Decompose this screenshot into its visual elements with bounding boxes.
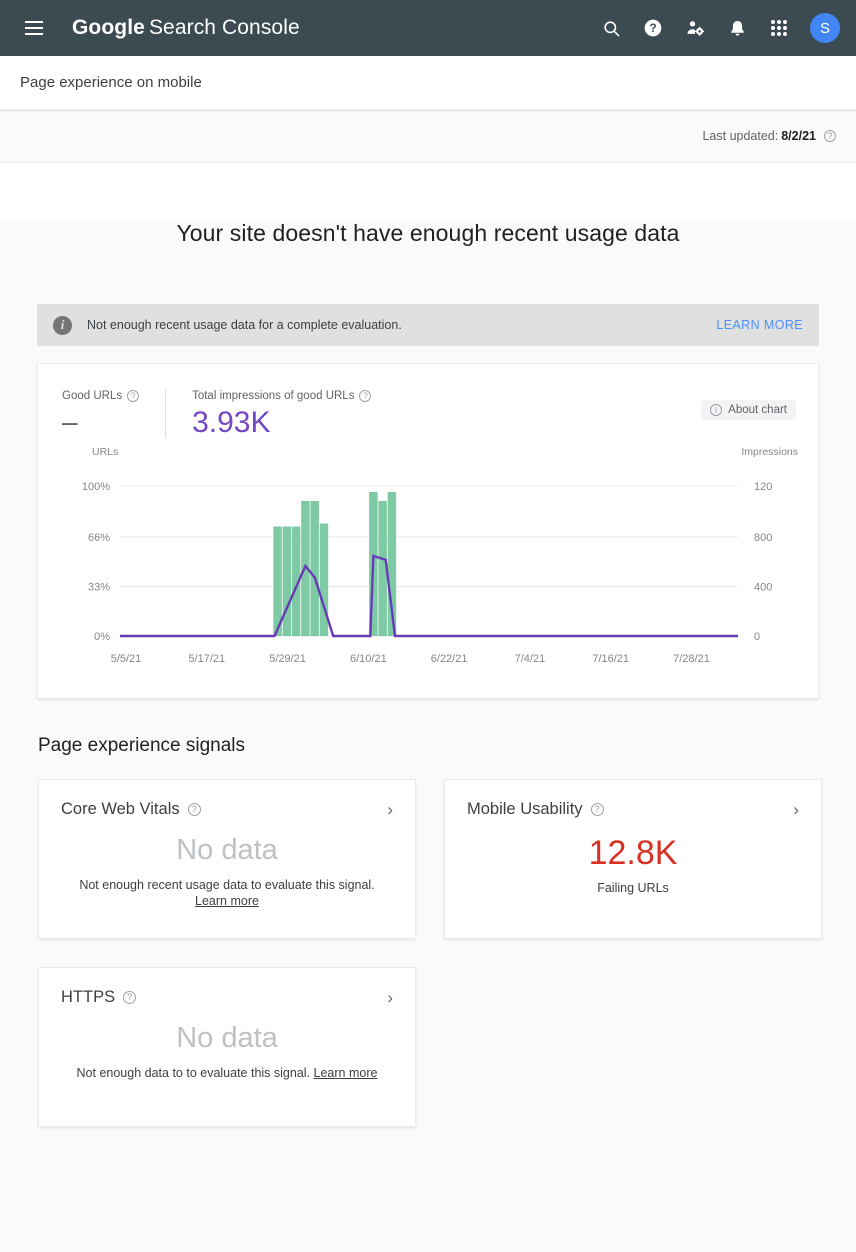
y-axis-right-tick: 0 xyxy=(754,631,760,643)
chevron-right-icon[interactable]: › xyxy=(387,800,393,819)
signal-subtext: Not enough recent usage data to evaluate… xyxy=(79,877,375,892)
metric-total-impressions[interactable]: Total impressions of good URLs ? 3.93K xyxy=(165,390,397,438)
chart-svg-host: 0% 0 33% 400 66% 800 100% 120 5/5/21 5/17/21 5/29/… xyxy=(38,464,818,698)
signal-value-nodata: No data xyxy=(176,834,278,866)
signal-card-header: Core Web Vitals? › xyxy=(61,800,393,819)
about-chart-label: About chart xyxy=(728,404,787,416)
signal-value-nodata: No data xyxy=(176,1022,278,1054)
learn-more-link[interactable]: Learn more xyxy=(313,1065,378,1080)
last-updated-value: 8/2/21 xyxy=(781,129,816,143)
help-outline-icon[interactable]: ? xyxy=(187,803,201,816)
signal-card[interactable]: Mobile Usability? › 12.8K Failing URLs xyxy=(444,779,822,939)
info-icon: i xyxy=(53,315,72,335)
brand-title: Google Search Console xyxy=(72,16,300,40)
last-updated-bar: Last updated: 8/2/21 ? xyxy=(0,110,856,163)
x-axis-tick: 5/29/21 xyxy=(269,653,306,665)
signal-card-body: 12.8K Failing URLs xyxy=(467,834,799,896)
metric-total-impressions-value: 3.93K xyxy=(192,406,271,439)
signals-section-title: Page experience signals xyxy=(38,735,246,756)
metric-total-impressions-label: Total impressions of good URLs xyxy=(192,390,355,402)
avatar[interactable]: S xyxy=(810,13,840,43)
help-icon[interactable]: ? xyxy=(636,11,670,45)
metric-good-urls-value: – xyxy=(62,406,78,437)
learn-more-link[interactable]: Learn more xyxy=(195,893,259,908)
signal-card-title: HTTPS xyxy=(61,988,116,1006)
headline: Your site doesn't have enough recent usa… xyxy=(176,220,680,246)
signal-subtext: Not enough data to to evaluate this sign… xyxy=(61,1066,393,1080)
y-axis-right-tick: 120 xyxy=(754,481,772,493)
appbar-icons: ? S xyxy=(594,11,840,45)
info-banner-text: Not enough recent usage data for a compl… xyxy=(87,318,402,332)
x-axis-tick: 5/5/21 xyxy=(111,653,142,665)
app-bar: Google Search Console ? S xyxy=(0,0,856,56)
chart-metrics: Good URLs ? – Total impressions of good … xyxy=(38,364,818,438)
chart-plot-area: URLs Impressions 0% 0 33% 400 66% 800 100% 120 5… xyxy=(38,446,818,698)
learn-more-link-wrap: Learn more xyxy=(61,894,393,908)
learn-more-link[interactable]: LEARN MORE xyxy=(716,318,803,332)
signal-card-header: HTTPS? › xyxy=(61,988,393,1007)
chart-svg: 0% 0 33% 400 66% 800 100% 120 5/5/21 5/17/21 5/29/… xyxy=(82,481,773,665)
y-axis-left-tick: 100% xyxy=(82,481,110,493)
brand-product: Search Console xyxy=(148,16,300,39)
chart-bar xyxy=(319,523,329,636)
y-axis-right-tick: 800 xyxy=(754,532,772,544)
signals-grid: Core Web Vitals? › No data Not enough recen… xyxy=(38,779,848,1127)
hamburger-menu-icon[interactable] xyxy=(16,10,52,46)
notifications-bell-icon[interactable] xyxy=(720,11,754,45)
apps-grid-icon[interactable] xyxy=(762,11,796,45)
chevron-right-icon[interactable]: › xyxy=(793,800,799,819)
chart-bar xyxy=(310,501,319,636)
chart-bar xyxy=(282,526,292,636)
signal-card[interactable]: HTTPS? › No data Not enough data to to eval… xyxy=(38,967,416,1127)
y-axis-left-tick: 66% xyxy=(88,532,110,544)
svg-text:?: ? xyxy=(649,22,656,35)
signal-card-body: No data Not enough data to to evaluate th… xyxy=(61,1022,393,1080)
y-axis-left-tick: 0% xyxy=(94,631,110,643)
x-axis-tick: 5/17/21 xyxy=(188,653,225,665)
main-content: Your site doesn't have enough recent usa… xyxy=(0,220,856,1252)
page-title: Page experience on mobile xyxy=(20,74,202,91)
about-chart-button[interactable]: i About chart xyxy=(701,400,796,420)
chart-bar xyxy=(291,526,301,636)
x-axis-tick: 7/28/21 xyxy=(673,653,710,665)
metric-good-urls-label: Good URLs xyxy=(62,390,123,402)
x-axis-tick: 6/22/21 xyxy=(431,653,468,665)
y-axis-left-tick: 33% xyxy=(88,582,110,594)
chart-card: Good URLs ? – Total impressions of good … xyxy=(37,363,819,699)
x-axis-tick: 7/4/21 xyxy=(515,653,546,665)
help-outline-icon[interactable]: ? xyxy=(359,390,372,402)
search-icon[interactable] xyxy=(594,11,628,45)
page-title-bar: Page experience on mobile xyxy=(0,56,856,110)
x-axis-tick: 7/16/21 xyxy=(592,653,629,665)
chart-line xyxy=(120,554,738,638)
signal-card-title: Core Web Vitals xyxy=(61,800,180,818)
brand-google: Google xyxy=(72,16,145,39)
y-axis-right-title: Impressions xyxy=(741,446,798,458)
metric-total-impressions-label-row: Total impressions of good URLs ? xyxy=(192,390,372,402)
account-settings-icon[interactable] xyxy=(678,11,712,45)
help-outline-icon[interactable]: ? xyxy=(123,991,137,1004)
chart-bar xyxy=(387,492,397,636)
help-outline-icon[interactable]: ? xyxy=(824,130,836,142)
metric-good-urls[interactable]: Good URLs ? – xyxy=(62,390,165,438)
signal-subtext: Failing URLs xyxy=(597,881,669,896)
signal-value-count: 12.8K xyxy=(588,834,678,872)
info-outline-icon: i xyxy=(710,404,723,416)
metric-good-urls-label-row: Good URLs ? xyxy=(62,390,140,402)
help-outline-icon[interactable]: ? xyxy=(590,803,604,816)
help-outline-icon[interactable]: ? xyxy=(127,390,140,402)
last-updated-label: Last updated: xyxy=(702,129,779,143)
x-axis-tick: 6/10/21 xyxy=(350,653,387,665)
y-axis-left-title: URLs xyxy=(92,446,119,458)
signal-card-body: No data Not enough recent usage data to e… xyxy=(61,834,393,908)
chart-bar xyxy=(378,501,387,636)
signal-card-header: Mobile Usability? › xyxy=(467,800,799,819)
chevron-right-icon[interactable]: › xyxy=(387,988,393,1007)
info-banner: i Not enough recent usage data for a com… xyxy=(37,304,819,346)
signal-subtext-label: Not enough data to to evaluate this sign… xyxy=(76,1065,314,1080)
chart-bar xyxy=(273,526,282,636)
y-axis-right-tick: 400 xyxy=(754,582,772,594)
signal-card[interactable]: Core Web Vitals? › No data Not enough recen… xyxy=(38,779,416,939)
signal-card-title: Mobile Usability xyxy=(467,800,583,818)
